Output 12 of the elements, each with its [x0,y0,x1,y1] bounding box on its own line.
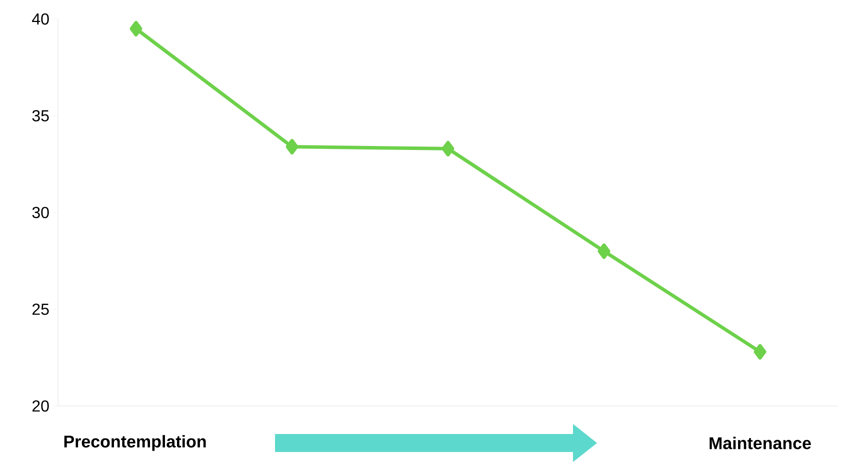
point [442,140,454,156]
point [754,344,766,360]
y-tick-label: 30 [32,206,49,218]
text: Precontemplation [64,435,206,451]
point [598,243,610,259]
y-tick-label: 35 [32,110,49,122]
point [130,20,142,36]
y-tick-label: 40 [32,13,49,25]
point [286,138,298,154]
text: Maintenance [710,436,811,450]
y-tick-label: 25 [32,304,49,315]
y-tick-label: 20 [32,400,49,412]
